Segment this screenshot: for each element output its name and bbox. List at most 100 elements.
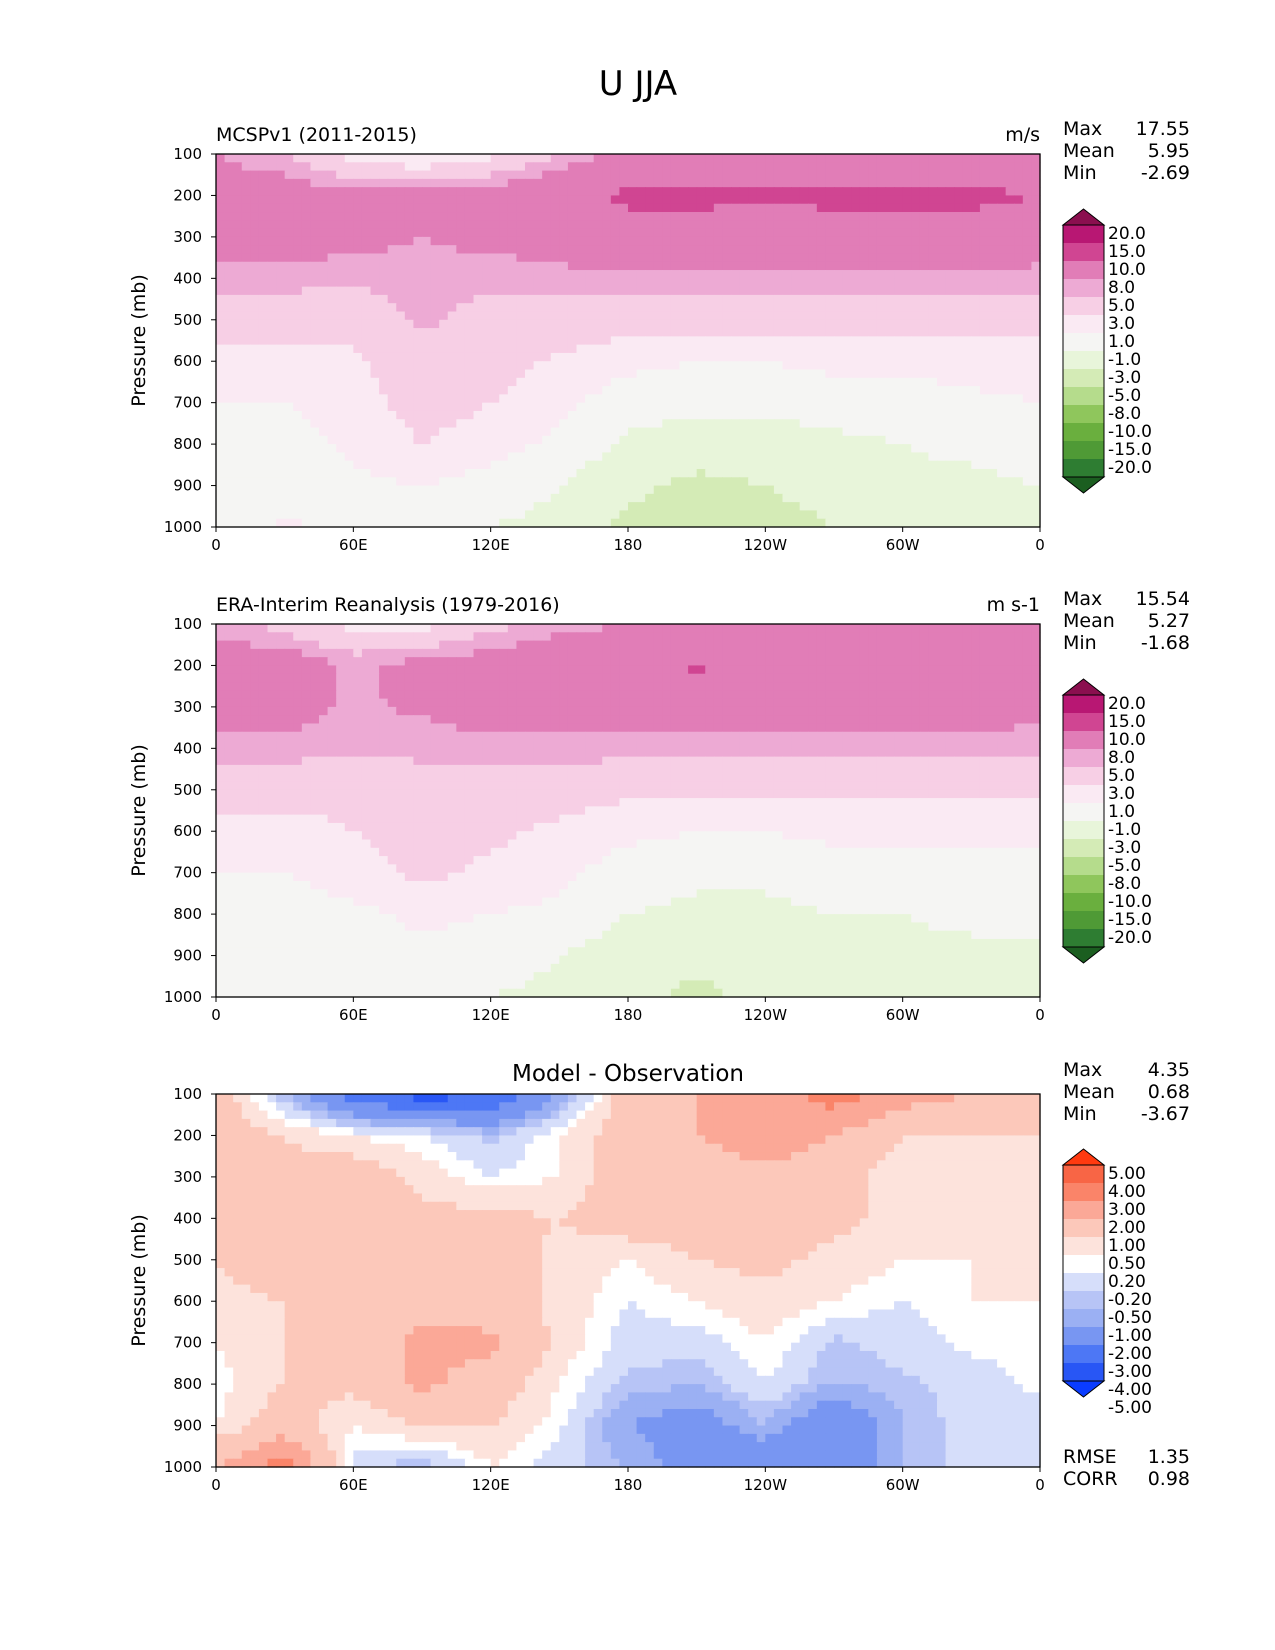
contour-cell — [353, 187, 363, 197]
contour-cell — [319, 361, 329, 371]
contour-cell — [593, 477, 603, 487]
contour-cell — [233, 624, 243, 633]
contour-cell — [773, 419, 784, 429]
contour-cell — [533, 294, 543, 304]
contour-cell — [593, 294, 603, 304]
contour-cell — [327, 170, 337, 180]
contour-cell — [859, 510, 869, 520]
contour-cell — [602, 386, 612, 395]
contour-cell — [765, 410, 775, 420]
contour-cell — [851, 427, 861, 437]
contour-cell — [945, 319, 955, 329]
contour-cell — [216, 253, 226, 263]
contour-cell — [319, 236, 329, 246]
contour-cell — [258, 170, 269, 180]
contour-cell — [628, 427, 638, 437]
contour-cell — [902, 665, 912, 675]
contour-cell — [765, 311, 775, 321]
contour-cell — [988, 452, 998, 462]
contour-cell — [404, 187, 415, 197]
contour-cell — [387, 178, 397, 188]
contour-cell — [859, 261, 869, 271]
contour-cell — [885, 154, 895, 163]
contour-cell — [851, 294, 861, 304]
contour-cell — [645, 344, 655, 354]
contour-cell — [233, 286, 243, 296]
contour-cell — [748, 352, 758, 362]
contour-cell — [799, 402, 809, 412]
contour-cell — [602, 452, 612, 462]
contour-cell — [576, 502, 586, 512]
contour-cell — [525, 228, 535, 238]
contour-cell — [336, 624, 346, 633]
contour-cell — [868, 657, 878, 667]
contour-cell — [499, 493, 509, 503]
contour-cell — [619, 452, 629, 462]
contour-cell — [516, 154, 526, 163]
contour-cell — [387, 220, 397, 230]
contour-cell — [327, 336, 337, 346]
contour-cell — [705, 220, 715, 230]
contour-cell — [645, 452, 655, 462]
contour-cell — [937, 468, 947, 478]
contour-cell — [327, 228, 337, 238]
contour-cell — [662, 377, 672, 387]
contour-cell — [979, 632, 990, 642]
contour-cell — [490, 485, 500, 495]
contour-cell — [525, 352, 535, 362]
contour-cell — [216, 468, 226, 478]
contour-cell — [336, 632, 346, 642]
contour-cell — [301, 311, 312, 321]
contour-cell — [482, 369, 492, 379]
contour-cell — [284, 518, 294, 528]
contour-cell — [808, 410, 818, 420]
contour-cell — [834, 212, 844, 221]
contour-cell — [988, 178, 998, 188]
contour-cell — [216, 493, 226, 503]
contour-cell — [499, 427, 509, 437]
contour-cell — [233, 261, 243, 271]
contour-cell — [979, 402, 990, 412]
contour-cell — [447, 261, 457, 271]
contour-cell — [782, 344, 792, 354]
contour-cell — [782, 228, 792, 238]
contour-cell — [602, 444, 612, 453]
contour-cell — [653, 328, 663, 337]
contour-cell — [722, 253, 732, 263]
contour-cell — [859, 640, 869, 650]
contour-cell — [593, 319, 603, 329]
contour-cell — [937, 624, 947, 633]
contour-cell — [456, 444, 466, 453]
contour-cell — [765, 253, 775, 263]
contour-cell — [344, 648, 354, 658]
contour-cell — [670, 427, 681, 437]
contour-cell — [962, 178, 972, 188]
contour-cell — [224, 369, 234, 379]
contour-cell — [507, 195, 518, 205]
contour-cell — [404, 220, 415, 230]
contour-cell — [662, 228, 672, 238]
contour-cell — [705, 369, 715, 379]
contour-cell — [413, 228, 423, 238]
contour-cell — [859, 154, 869, 163]
contour-cell — [834, 187, 844, 197]
contour-cell — [739, 245, 749, 255]
contour-cell — [851, 444, 861, 453]
contour-cell — [619, 369, 629, 379]
contour-cell — [713, 220, 724, 230]
contour-cell — [396, 632, 406, 642]
contour-cell — [430, 178, 440, 188]
contour-cell — [791, 435, 801, 445]
contour-cell — [361, 502, 372, 512]
contour-cell — [834, 518, 844, 528]
contour-cell — [473, 435, 483, 445]
contour-cell — [576, 344, 586, 354]
contour-cell — [971, 452, 981, 462]
contour-cell — [1014, 352, 1024, 362]
contour-cell — [1014, 648, 1024, 658]
contour-cell — [301, 303, 312, 313]
contour-cell — [782, 220, 792, 230]
contour-cell — [988, 377, 998, 387]
contour-cell — [670, 624, 681, 633]
contour-cell — [293, 352, 303, 362]
